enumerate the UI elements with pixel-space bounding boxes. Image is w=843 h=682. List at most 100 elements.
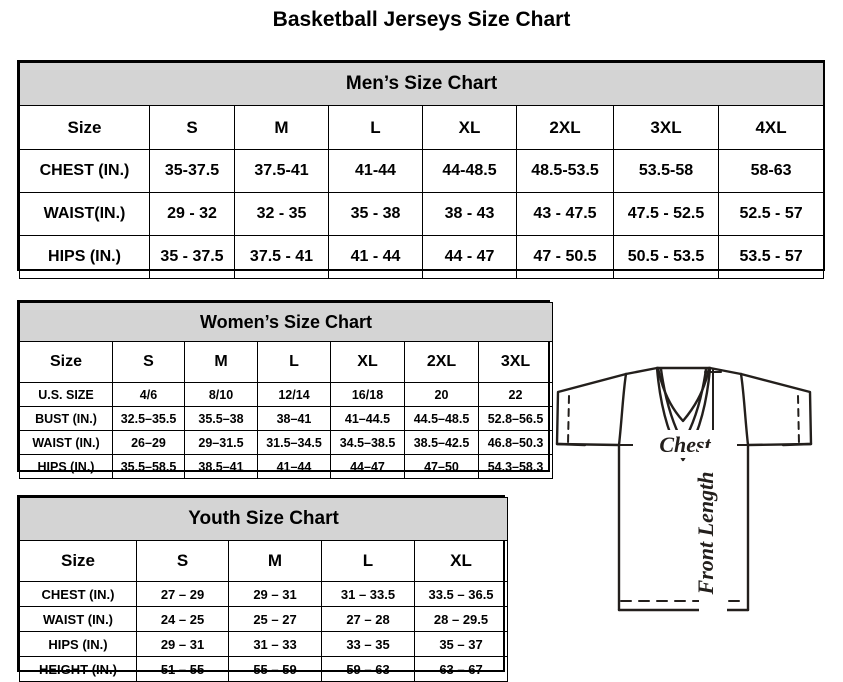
left-cuff-dash xyxy=(567,395,570,445)
youth-cell-waist-s: 24 – 25 xyxy=(136,606,229,632)
womens-cell-waist-xl: 34.5–38.5 xyxy=(330,430,405,455)
womens-cell-waist-s: 26–29 xyxy=(112,430,185,455)
mens-header-row: Size S M L XL 2XL 3XL 4XL xyxy=(19,105,825,150)
youth-cell-height-xl: 63 – 67 xyxy=(413,656,509,682)
mens-cell-chest-m: 37.5-41 xyxy=(234,149,329,193)
youth-cell-waist-xl: 28 – 29.5 xyxy=(413,606,509,632)
table-row: WAIST(IN.) 29 - 32 32 - 35 35 - 38 38 - … xyxy=(19,192,825,236)
youth-cell-height-m: 55 – 59 xyxy=(228,656,322,682)
table-row: CHEST (IN.) 27 – 29 29 – 31 31 – 33.5 33… xyxy=(19,581,509,607)
womens-banner-row: Women’s Size Chart xyxy=(18,302,554,342)
mens-cell-hips-2xl: 47 - 50.5 xyxy=(516,235,614,279)
womens-cell-hips-xl: 44–47 xyxy=(330,454,405,479)
womens-cell-bust-m: 35.5–38 xyxy=(184,406,258,431)
youth-row-label-chest: CHEST (IN.) xyxy=(19,581,137,607)
mens-col-header-4xl: 4XL xyxy=(717,105,825,150)
mens-col-header-size: Size xyxy=(19,105,150,150)
table-row: WAIST (IN.) 26–29 29–31.5 31.5–34.5 34.5… xyxy=(19,430,554,455)
youth-cell-chest-xl: 33.5 – 36.5 xyxy=(413,581,509,607)
table-row: U.S. SIZE 4/6 8/10 12/14 16/18 20 22 xyxy=(19,382,554,407)
youth-size-table: Youth Size Chart Size S M L XL CHEST (IN… xyxy=(18,497,509,682)
youth-cell-chest-m: 29 – 31 xyxy=(228,581,322,607)
table-row: WAIST (IN.) 24 – 25 25 – 27 27 – 28 28 –… xyxy=(19,606,509,632)
womens-cell-us-size-3xl: 22 xyxy=(477,382,554,407)
youth-header-row: Size S M L XL xyxy=(19,540,509,582)
mens-cell-hips-3xl: 50.5 - 53.5 xyxy=(613,235,719,279)
youth-cell-waist-l: 27 – 28 xyxy=(321,606,415,632)
right-cuff-dash xyxy=(797,395,800,445)
womens-row-label-hips: HIPS (IN.) xyxy=(19,454,113,479)
womens-col-header-l: L xyxy=(257,341,331,383)
womens-row-label-us-size: U.S. SIZE xyxy=(19,382,113,407)
womens-row-label-waist: WAIST (IN.) xyxy=(19,430,113,455)
front-length-measurement-label: Front Length xyxy=(693,472,718,596)
youth-col-header-size: Size xyxy=(19,540,137,582)
womens-cell-bust-s: 32.5–35.5 xyxy=(112,406,185,431)
table-row: HIPS (IN.) 29 – 31 31 – 33 33 – 35 35 – … xyxy=(19,631,509,657)
mens-col-header-2xl: 2XL xyxy=(516,105,614,150)
table-row: BUST (IN.) 32.5–35.5 35.5–38 38–41 41–44… xyxy=(19,406,554,431)
womens-cell-bust-l: 38–41 xyxy=(257,406,331,431)
youth-cell-hips-xl: 35 – 37 xyxy=(413,631,509,657)
womens-cell-hips-3xl: 54.3–58.3 xyxy=(477,454,554,479)
youth-cell-chest-s: 27 – 29 xyxy=(136,581,229,607)
youth-row-label-waist: WAIST (IN.) xyxy=(19,606,137,632)
youth-cell-hips-m: 31 – 33 xyxy=(228,631,322,657)
youth-cell-height-s: 51 – 55 xyxy=(136,656,229,682)
mens-banner-row: Men’s Size Chart xyxy=(18,62,825,106)
mens-cell-hips-xl: 44 - 47 xyxy=(422,235,517,279)
left-sleeve-outline xyxy=(555,372,628,447)
right-sleeve-outline xyxy=(739,372,813,447)
youth-row-label-hips: HIPS (IN.) xyxy=(19,631,137,657)
mens-col-header-3xl: 3XL xyxy=(613,105,719,150)
mens-cell-chest-s: 35-37.5 xyxy=(149,149,235,193)
womens-col-header-2xl: 2XL xyxy=(404,341,479,383)
womens-size-chart: Women’s Size Chart Size S M L XL 2XL 3XL… xyxy=(17,300,554,479)
mens-cell-waist-3xl: 47.5 - 52.5 xyxy=(613,192,719,236)
table-row: CHEST (IN.) 35-37.5 37.5-41 41-44 44-48.… xyxy=(19,149,825,193)
table-row: HEIGHT (IN.) 51 – 55 55 – 59 59 – 63 63 … xyxy=(19,656,509,682)
mens-cell-waist-s: 29 - 32 xyxy=(149,192,235,236)
womens-cell-bust-2xl: 44.5–48.5 xyxy=(404,406,479,431)
mens-cell-waist-m: 32 - 35 xyxy=(234,192,329,236)
mens-cell-chest-xl: 44-48.5 xyxy=(422,149,517,193)
mens-size-table: Men’s Size Chart Size S M L XL 2XL 3XL 4… xyxy=(18,62,825,279)
mens-col-header-m: M xyxy=(234,105,329,150)
mens-cell-waist-l: 35 - 38 xyxy=(328,192,423,236)
mens-cell-waist-4xl: 52.5 - 57 xyxy=(717,192,825,236)
womens-header-row: Size S M L XL 2XL 3XL xyxy=(19,341,554,383)
mens-cell-hips-l: 41 - 44 xyxy=(328,235,423,279)
womens-cell-hips-2xl: 47–50 xyxy=(404,454,479,479)
mens-cell-chest-3xl: 53.5-58 xyxy=(613,149,719,193)
youth-cell-hips-l: 33 – 35 xyxy=(321,631,415,657)
womens-col-header-s: S xyxy=(112,341,185,383)
womens-col-header-m: M xyxy=(184,341,258,383)
womens-col-header-3xl: 3XL xyxy=(477,341,554,383)
mens-row-label-waist: WAIST(IN.) xyxy=(19,192,150,236)
womens-cell-us-size-l: 12/14 xyxy=(257,382,331,407)
womens-col-header-xl: XL xyxy=(330,341,405,383)
table-row: HIPS (IN.) 35.5–58.5 38.5–41 41–44 44–47… xyxy=(19,454,554,479)
mens-cell-chest-2xl: 48.5-53.5 xyxy=(516,149,614,193)
jersey-illustration: Chest Front Length xyxy=(555,366,813,618)
youth-cell-height-l: 59 – 63 xyxy=(321,656,415,682)
front-length-label-backdrop xyxy=(699,448,727,618)
mens-cell-hips-4xl: 53.5 - 57 xyxy=(717,235,825,279)
youth-chart-banner: Youth Size Chart xyxy=(18,497,509,541)
youth-row-label-height: HEIGHT (IN.) xyxy=(19,656,137,682)
womens-chart-banner: Women’s Size Chart xyxy=(18,302,554,342)
womens-cell-us-size-s: 4/6 xyxy=(112,382,185,407)
youth-col-header-m: M xyxy=(228,540,322,582)
youth-col-header-s: S xyxy=(136,540,229,582)
table-row: HIPS (IN.) 35 - 37.5 37.5 - 41 41 - 44 4… xyxy=(19,235,825,279)
mens-cell-waist-2xl: 43 - 47.5 xyxy=(516,192,614,236)
mens-chart-banner: Men’s Size Chart xyxy=(18,62,825,106)
youth-banner-row: Youth Size Chart xyxy=(18,497,509,541)
womens-cell-us-size-m: 8/10 xyxy=(184,382,258,407)
mens-cell-hips-m: 37.5 - 41 xyxy=(234,235,329,279)
mens-col-header-xl: XL xyxy=(422,105,517,150)
youth-cell-chest-l: 31 – 33.5 xyxy=(321,581,415,607)
womens-cell-waist-l: 31.5–34.5 xyxy=(257,430,331,455)
youth-size-chart: Youth Size Chart Size S M L XL CHEST (IN… xyxy=(17,495,509,682)
womens-size-table: Women’s Size Chart Size S M L XL 2XL 3XL… xyxy=(18,302,554,479)
